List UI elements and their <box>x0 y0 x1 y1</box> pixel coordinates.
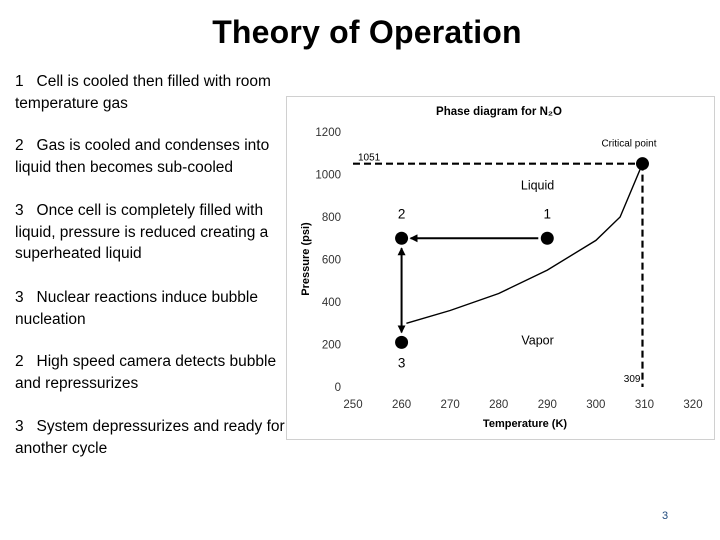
y-tick-labels: 0 200 400 600 800 1000 1200 <box>315 127 341 394</box>
y-tick-label: 400 <box>322 297 341 309</box>
critical-point-label: Critical point <box>601 139 656 150</box>
bullet-item: 1 Cell is cooled then filled with room t… <box>15 71 295 114</box>
bullet-number: 2 <box>15 353 24 370</box>
bullet-text: Cell is cooled then filled with room tem… <box>15 73 271 112</box>
y-tick-label: 0 <box>335 382 341 394</box>
y-tick-label: 800 <box>322 212 341 224</box>
process-point-marker <box>395 335 409 349</box>
x-tick-label: 310 <box>635 399 654 411</box>
bullet-item: 2 High speed camera detects bubble and r… <box>15 351 295 394</box>
bullet-number: 2 <box>15 137 24 154</box>
bullet-number: 3 <box>15 289 24 306</box>
x-tick-label: 320 <box>683 399 702 411</box>
y-tick-label: 1000 <box>315 170 341 182</box>
bullet-number: 3 <box>15 202 24 219</box>
slide-title: Theory of Operation <box>212 14 522 50</box>
bullet-text: Nuclear reactions induce bubble nucleati… <box>15 289 258 328</box>
critical-temperature-value: 309 <box>624 374 641 385</box>
liquid-region-label: Liquid <box>521 178 554 192</box>
critical-point-marker <box>635 157 649 171</box>
critical-pressure-value: 1051 <box>358 153 381 164</box>
bullet-text: System depressurizes and ready for anoth… <box>15 418 285 457</box>
x-axis-label: Temperature (K) <box>483 418 567 430</box>
phase-diagram-chart: Phase diagram for N₂O Pressure (psi) Tem… <box>286 96 715 440</box>
bullet-number: 3 <box>15 418 24 435</box>
bullet-item: 2 Gas is cooled and condenses into liqui… <box>15 135 295 178</box>
x-tick-label: 270 <box>441 399 460 411</box>
process-point-label: 1 <box>544 206 552 221</box>
y-tick-label: 1200 <box>315 127 341 139</box>
saturation-curve <box>406 163 644 324</box>
vapor-region-label: Vapor <box>521 334 553 348</box>
bullet-text: High speed camera detects bubble and rep… <box>15 353 277 392</box>
x-tick-label: 290 <box>538 399 557 411</box>
x-tick-labels: 250 260 270 280 290 300 310 320 <box>343 399 702 411</box>
x-tick-label: 260 <box>392 399 411 411</box>
y-axis-label: Pressure (psi) <box>300 222 312 296</box>
bullet-text: Once cell is completely filled with liqu… <box>15 202 269 262</box>
bullet-item: 3 Once cell is completely filled with li… <box>15 200 295 265</box>
x-tick-label: 280 <box>489 399 508 411</box>
process-point-label: 3 <box>398 355 406 370</box>
process-point-marker <box>395 231 409 245</box>
chart-title: Phase diagram for N₂O <box>436 106 562 118</box>
bullet-text: Gas is cooled and condenses into liquid … <box>15 137 270 176</box>
x-tick-label: 300 <box>586 399 605 411</box>
y-tick-label: 200 <box>322 340 341 352</box>
bullet-item: 3 Nuclear reactions induce bubble nuclea… <box>15 287 295 330</box>
x-tick-label: 250 <box>343 399 362 411</box>
bullet-number: 1 <box>15 73 24 90</box>
bullet-item: 3 System depressurizes and ready for ano… <box>15 416 295 459</box>
process-point-label: 2 <box>398 206 406 221</box>
process-point-marker <box>540 231 554 245</box>
plot-area: Critical point 1051 309 Liquid Vapor 1 2 3 <box>353 139 657 387</box>
phase-diagram-svg: Phase diagram for N₂O Pressure (psi) Tem… <box>300 106 703 430</box>
y-tick-label: 600 <box>322 255 341 267</box>
page-number: 3 <box>662 510 669 522</box>
